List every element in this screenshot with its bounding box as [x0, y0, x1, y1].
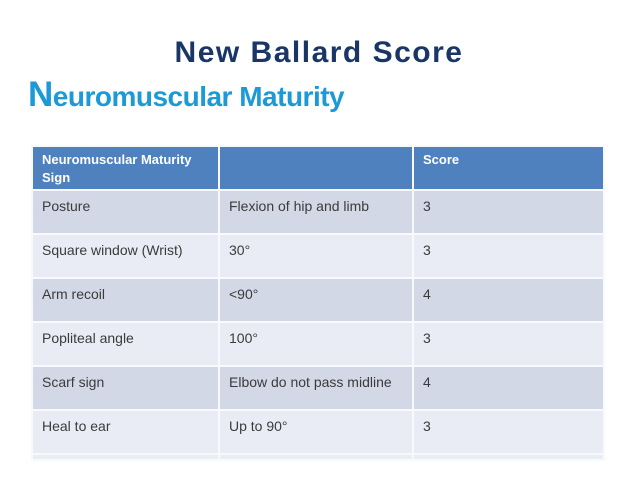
neuromuscular-maturity-table: Neuromuscular Maturity Sign Score Postur… [31, 145, 605, 461]
score-cell: 4 [412, 365, 605, 411]
subtitle-text: euromuscular Maturity [52, 81, 345, 112]
score-cell: 3 [412, 409, 605, 455]
criteria-cell: 30° [218, 233, 414, 279]
score-cell: 3 [412, 233, 605, 279]
table-row: Arm recoil <90° 4 [31, 277, 605, 323]
sign-cell: Scarf sign [31, 365, 220, 411]
strip-cell [31, 453, 220, 461]
criteria-cell: 100° [218, 321, 414, 367]
criteria-cell: <90° [218, 277, 414, 323]
slide-title: New Ballard Score [174, 36, 464, 69]
header-cell-criteria [218, 145, 414, 191]
table-body: Posture Flexion of hip and limb 3 Square… [31, 189, 605, 461]
table-row: Heal to ear Up to 90° 3 [31, 409, 605, 455]
strip-cell [412, 453, 605, 461]
score-cell: 4 [412, 277, 605, 323]
score-cell: 3 [412, 189, 605, 235]
header-cell-score: Score [412, 145, 605, 191]
sign-cell: Arm recoil [31, 277, 220, 323]
table-header-row: Neuromuscular Maturity Sign Score [31, 145, 605, 191]
slide-subtitle: Neuromuscular Maturity [28, 77, 345, 112]
criteria-cell: Elbow do not pass midline [218, 365, 414, 411]
subtitle-initial-letter: N [28, 75, 53, 114]
table-row: Posture Flexion of hip and limb 3 [31, 189, 605, 235]
score-cell: 3 [412, 321, 605, 367]
sign-cell: Popliteal angle [31, 321, 220, 367]
table-row: Popliteal angle 100° 3 [31, 321, 605, 367]
sign-cell: Square window (Wrist) [31, 233, 220, 279]
criteria-cell: Up to 90° [218, 409, 414, 455]
table-bottom-strip [31, 453, 605, 461]
sign-cell: Posture [31, 189, 220, 235]
header-cell-sign: Neuromuscular Maturity Sign [31, 145, 220, 191]
table-row: Square window (Wrist) 30° 3 [31, 233, 605, 279]
table-row: Scarf sign Elbow do not pass midline 4 [31, 365, 605, 411]
strip-cell [218, 453, 414, 461]
sign-cell: Heal to ear [31, 409, 220, 455]
criteria-cell: Flexion of hip and limb [218, 189, 414, 235]
